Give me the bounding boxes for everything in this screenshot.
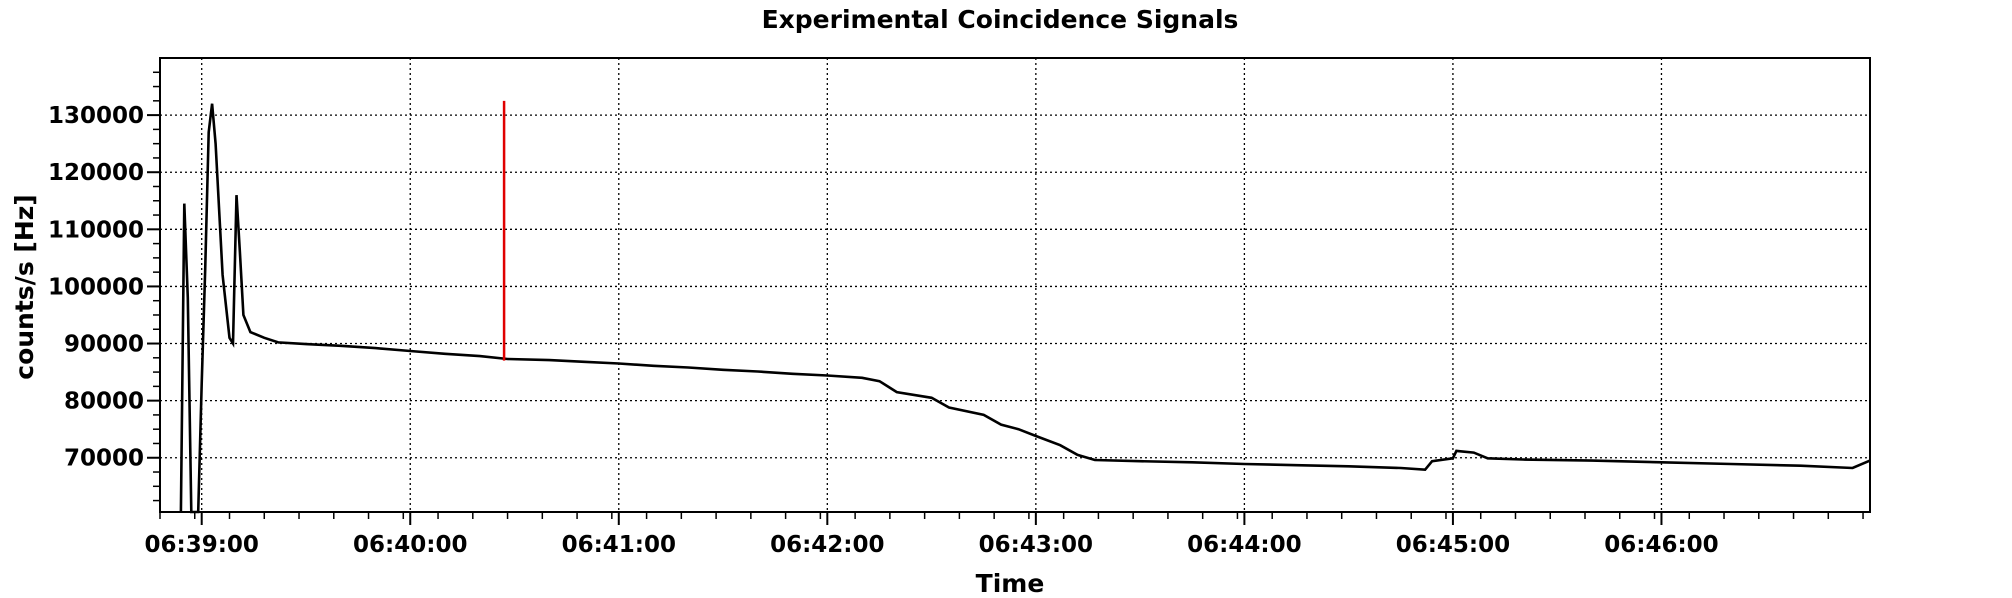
- y-axis-label: counts/s [Hz]: [10, 194, 39, 379]
- x-tick-label: 06:42:00: [770, 532, 884, 558]
- x-tick-label: 06:40:00: [353, 532, 467, 558]
- y-tick-label: 80000: [64, 389, 144, 415]
- x-tick-label: 06:44:00: [1187, 532, 1301, 558]
- x-axis-label: Time: [976, 569, 1045, 598]
- y-tick-label: 110000: [48, 217, 144, 243]
- y-axis: 70000 80000 90000 100000 110000 120000 130000: [48, 71, 160, 502]
- grid-lines: [160, 58, 1870, 512]
- chart-title: Experimental Coincidence Signals: [762, 5, 1239, 34]
- x-tick-label: 06:39:00: [144, 532, 258, 558]
- signal-series-line: [179, 103, 1871, 514]
- y-tick-label: 90000: [64, 332, 144, 358]
- x-tick-label: 06:41:00: [562, 532, 676, 558]
- y-tick-label: 70000: [64, 446, 144, 472]
- y-tick-label: 100000: [48, 274, 144, 300]
- x-axis: 06:39:00 06:40:00 06:41:00 06:42:00 06:43:00…: [144, 512, 1864, 558]
- x-tick-label: 06:43:00: [979, 532, 1093, 558]
- y-tick-label: 130000: [48, 103, 144, 129]
- x-tick-label: 06:46:00: [1604, 532, 1718, 558]
- y-tick-label: 120000: [48, 160, 144, 186]
- plot-area: [159, 57, 1871, 513]
- x-tick-label: 06:45:00: [1396, 532, 1510, 558]
